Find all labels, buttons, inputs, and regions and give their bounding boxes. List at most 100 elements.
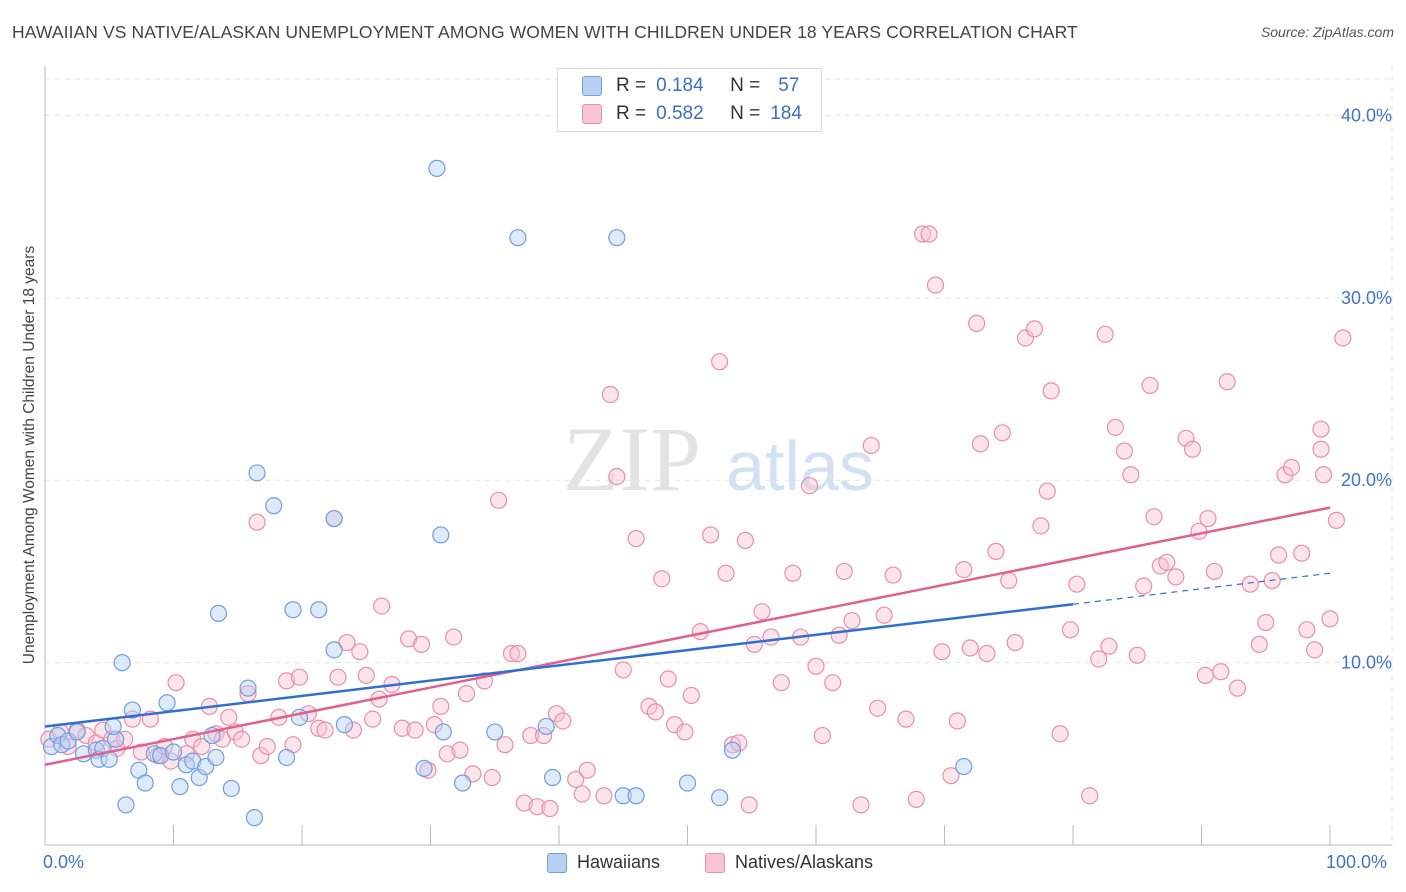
native-point xyxy=(310,719,328,737)
hawaiian-point xyxy=(145,745,163,763)
hawaiian-point xyxy=(284,601,302,619)
native-point xyxy=(432,697,450,715)
hawaiian-point xyxy=(509,229,527,247)
watermark-zip: ZIP xyxy=(563,408,701,510)
native-point xyxy=(1314,466,1333,484)
native-point xyxy=(1158,553,1176,571)
native-point xyxy=(116,730,134,748)
native-point xyxy=(1257,613,1275,632)
native-point xyxy=(329,668,347,686)
native-point xyxy=(676,723,694,741)
hawaiian-point xyxy=(955,757,973,776)
hawaiian-point xyxy=(123,701,141,719)
hawaiian-point xyxy=(537,717,555,736)
legend-row-hawaiians: R = 0.184 N = 57 xyxy=(582,74,799,98)
native-point xyxy=(753,602,771,621)
native-point xyxy=(1282,458,1301,477)
hawaiians-swatch xyxy=(547,852,567,873)
legend-label-natives: Natives/Alaskans xyxy=(735,852,874,872)
native-point xyxy=(94,721,112,739)
hawaiian-point xyxy=(171,778,189,796)
native-point xyxy=(496,736,514,754)
hawaiian-point xyxy=(245,809,264,827)
native-point xyxy=(578,761,596,779)
native-point xyxy=(595,787,613,805)
x-tick-label-min: 0.0% xyxy=(43,852,85,872)
hawaiian-point xyxy=(627,787,645,805)
native-point xyxy=(1038,482,1056,500)
hawaiian-point xyxy=(117,796,135,814)
native-point xyxy=(907,790,925,809)
native-point xyxy=(830,626,848,644)
native-point xyxy=(554,712,572,730)
native-point xyxy=(1090,650,1108,668)
native-point xyxy=(213,730,231,748)
native-point xyxy=(723,736,742,754)
chart-title: HAWAIIAN VS NATIVE/ALASKAN UNEMPLOYMENT … xyxy=(12,22,1078,42)
native-point xyxy=(1122,466,1140,484)
native-point xyxy=(1269,546,1288,564)
native-point xyxy=(762,628,780,646)
hawaiian-point xyxy=(248,464,266,482)
native-point xyxy=(740,796,758,814)
hawaiians-swatch xyxy=(582,76,602,96)
native-point xyxy=(248,513,266,531)
native-point xyxy=(1100,637,1118,655)
legend-row-natives: R = 0.582 N = 184 xyxy=(582,102,802,126)
native-point xyxy=(1000,571,1018,590)
n-value: 57 xyxy=(778,75,800,96)
native-point xyxy=(364,710,382,728)
hawaiian-point xyxy=(434,723,452,741)
native-point xyxy=(1167,568,1185,586)
hawaiian-point xyxy=(608,229,626,247)
hawaiian-point xyxy=(104,717,122,736)
native-point xyxy=(961,639,979,657)
native-point xyxy=(233,730,251,748)
native-point xyxy=(813,726,832,745)
hawaiian-point xyxy=(614,787,632,805)
native-point xyxy=(451,741,469,759)
native-point xyxy=(933,643,951,661)
natives-alaskans-points xyxy=(40,225,1352,818)
native-point xyxy=(1228,679,1247,697)
native-point xyxy=(1016,329,1035,347)
hawaiian-point xyxy=(678,774,697,792)
native-point xyxy=(132,743,150,761)
native-point xyxy=(1096,325,1114,343)
hawaiian-point xyxy=(222,779,240,798)
native-point xyxy=(357,666,375,684)
hawaiian-point xyxy=(59,732,77,750)
hawaiian-point xyxy=(415,759,433,778)
native-point xyxy=(1006,633,1024,652)
native-point xyxy=(942,767,960,785)
hawaiian-point xyxy=(454,774,472,792)
native-point xyxy=(1321,610,1339,628)
native-point xyxy=(1205,562,1223,581)
native-point xyxy=(862,436,880,455)
native-point xyxy=(1212,663,1230,681)
legend-item-natives: Natives/Alaskans xyxy=(705,852,873,873)
hawaiian-point xyxy=(152,747,170,765)
n-label: N = xyxy=(730,103,761,124)
native-point xyxy=(993,424,1011,442)
native-point xyxy=(483,768,501,787)
native-point xyxy=(290,668,309,686)
hawaiian-point xyxy=(68,723,86,741)
native-point xyxy=(926,276,945,294)
native-point xyxy=(1293,544,1311,562)
native-point xyxy=(1334,329,1352,347)
hawaiian-point xyxy=(184,752,202,770)
native-point xyxy=(659,670,677,688)
hawaiian-point xyxy=(543,768,562,787)
y-tick-label: 20.0% xyxy=(1341,470,1392,490)
native-point xyxy=(1199,509,1217,528)
n-value: 184 xyxy=(770,103,802,124)
native-point xyxy=(614,661,632,679)
hawaiian-point xyxy=(239,679,257,697)
native-point xyxy=(971,435,990,453)
r-label: R = xyxy=(616,103,647,124)
native-point xyxy=(515,794,533,812)
native-point xyxy=(968,314,986,332)
axes xyxy=(44,66,1392,846)
native-point xyxy=(1135,577,1153,595)
